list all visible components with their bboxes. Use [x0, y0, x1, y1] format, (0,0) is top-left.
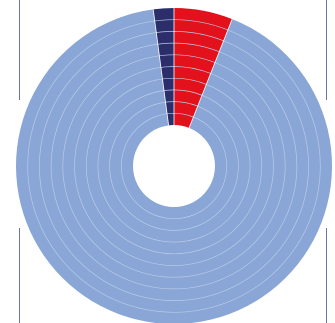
slice-divider-3 [152, 9, 170, 126]
slice-divider-2 [188, 18, 233, 129]
pie-slice-1 [174, 8, 233, 128]
pie-slice-3 [153, 8, 174, 126]
slice-dividers [152, 8, 233, 129]
